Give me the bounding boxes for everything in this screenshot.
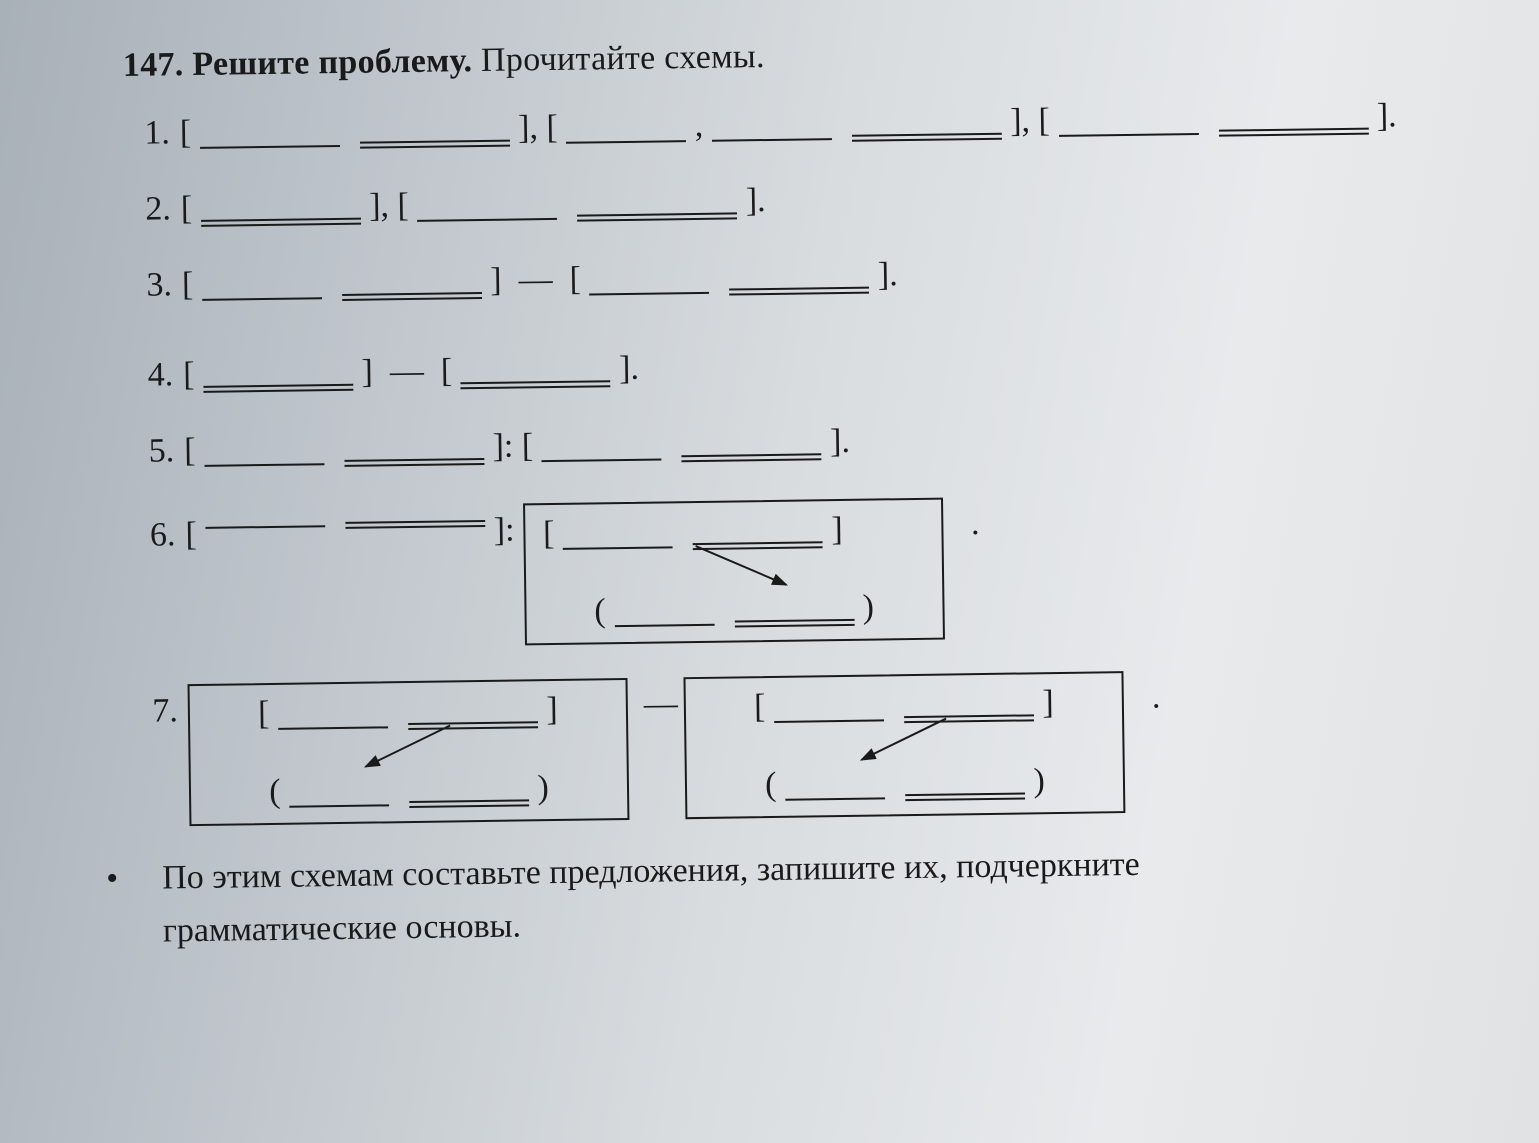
bullet-icon: • xyxy=(134,853,163,906)
box-clause-left: [ ] ( ) xyxy=(188,678,630,826)
subject-line xyxy=(289,793,389,810)
scheme-row-5: 5. [ ]: [ ]. xyxy=(128,414,1457,471)
bracket-close: ]. xyxy=(1368,97,1397,135)
bracket-close: ], [ xyxy=(360,187,417,226)
box-clause-right: [ ] ( ) xyxy=(683,671,1125,819)
row-number: 6. xyxy=(129,508,176,555)
arrow-icon xyxy=(685,540,796,602)
bracket-close: ] — [ xyxy=(481,260,589,299)
subject-line xyxy=(712,127,832,145)
row-number: 5. xyxy=(128,432,175,471)
subject-line xyxy=(417,207,557,225)
row-number: 2. xyxy=(125,190,172,229)
predicate-double-line xyxy=(682,445,822,463)
footer-line1: По этим схемам составьте предложения, за… xyxy=(162,846,1140,897)
box-clause: [ ] ( ) xyxy=(523,498,945,646)
subject-line xyxy=(614,613,714,630)
scheme-row-3: 3. [ ] — [ ]. xyxy=(126,248,1455,305)
predicate-double-line xyxy=(734,611,854,629)
bracket-close: ], [ xyxy=(509,109,566,148)
paren-open: ( xyxy=(765,766,785,804)
predicate-double-line xyxy=(905,784,1025,802)
subject-line xyxy=(785,786,885,803)
bracket-close: ] xyxy=(538,691,558,729)
bracket-open: [ xyxy=(754,688,774,726)
row-number: 1. xyxy=(124,114,171,153)
exercise-heading: 147. Решите проблему. Прочитайте схемы. xyxy=(123,28,1452,85)
row-number: 4. xyxy=(127,356,174,395)
paren-open: ( xyxy=(269,773,289,811)
predicate-double-line xyxy=(852,125,1002,143)
scheme-row-2: 2. [ ], [ ]. xyxy=(125,172,1454,229)
scheme-row-4: 4. [ ] — [ ]. xyxy=(127,338,1456,395)
predicate-double-line xyxy=(461,372,611,390)
bracket-close: ]. xyxy=(737,182,766,220)
exercise-subtitle: Прочитайте схемы. xyxy=(472,38,765,79)
paren-close: ) xyxy=(854,589,874,627)
subject-line xyxy=(200,134,340,152)
predicate-double-line xyxy=(201,210,361,228)
bracket-close: ] xyxy=(1034,684,1054,722)
arrow-icon xyxy=(846,713,957,775)
paren-open: ( xyxy=(594,592,614,630)
subject-line xyxy=(202,286,322,304)
comma-text: , xyxy=(686,107,712,145)
paren-close: ) xyxy=(1025,762,1045,800)
scheme-row-7: 7. [ ] ( ) — [ xyxy=(132,666,1463,827)
bracket-open: [ xyxy=(185,508,205,554)
bracket-open: [ xyxy=(182,266,202,304)
exercise-title: Решите проблему. xyxy=(192,42,472,83)
arrow-icon xyxy=(350,720,461,782)
predicate-double-line xyxy=(1218,120,1368,138)
scheme-row-1: 1. [ ], [ , ], [ ]. xyxy=(124,96,1453,153)
predicate-double-line xyxy=(203,376,353,394)
scheme-row-6: 6. [ ]: [ ] ( xyxy=(129,490,1460,651)
subject-line xyxy=(589,281,709,299)
bracket-open: [ xyxy=(183,356,203,394)
subject-line xyxy=(205,514,325,532)
bracket-open: [ xyxy=(181,190,201,228)
subject-line xyxy=(563,535,673,553)
bracket-close: ]: [ xyxy=(484,427,542,466)
predicate-double-line xyxy=(345,512,485,530)
footer-line2: грамматические основы. xyxy=(163,907,522,949)
period: . xyxy=(1151,671,1160,717)
dash-text: — xyxy=(643,677,678,723)
exercise-number: 147. xyxy=(123,46,184,84)
footer-instruction: •По этим схемам составьте предложения, з… xyxy=(134,834,1464,958)
predicate-double-line xyxy=(344,450,484,468)
paren-close: ) xyxy=(529,769,549,807)
predicate-double-line xyxy=(360,132,510,150)
bracket-open: [ xyxy=(543,515,563,553)
bracket-close: ] xyxy=(823,511,843,549)
bracket-close: ] — [ xyxy=(353,352,461,391)
page: 147. Решите проблему. Прочитайте схемы. … xyxy=(0,0,1539,1143)
row-number: 7. xyxy=(132,684,179,731)
predicate-double-line xyxy=(729,279,869,297)
predicate-double-line xyxy=(342,284,482,302)
predicate-double-line xyxy=(409,791,529,809)
bracket-close: ]. xyxy=(821,423,850,461)
bracket-close: ], [ xyxy=(1001,102,1058,141)
subject-line xyxy=(542,447,662,465)
predicate-double-line xyxy=(577,204,737,222)
bracket-close: ]. xyxy=(869,256,898,294)
colon-bracket: ]: xyxy=(485,503,523,550)
period: . xyxy=(971,497,980,543)
subject-line xyxy=(1058,122,1198,140)
subject-line xyxy=(204,452,324,470)
row-number: 3. xyxy=(126,266,173,305)
bracket-open: [ xyxy=(180,114,200,152)
bracket-close: ]. xyxy=(610,350,639,388)
bracket-open: [ xyxy=(184,432,204,470)
bracket-open: [ xyxy=(258,695,278,733)
subject-line xyxy=(566,129,686,147)
